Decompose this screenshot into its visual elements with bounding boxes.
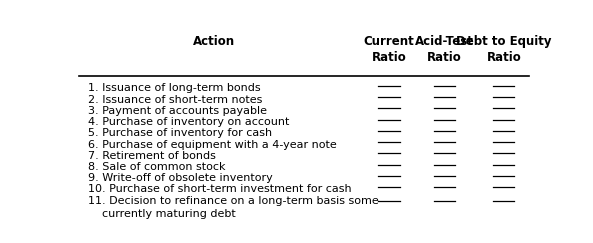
Text: 10. Purchase of short-term investment for cash: 10. Purchase of short-term investment fo… — [88, 184, 352, 194]
Text: Action: Action — [193, 35, 235, 48]
Text: Debt to Equity
Ratio: Debt to Equity Ratio — [456, 35, 551, 64]
Text: 11. Decision to refinance on a long-term basis some
    currently maturing debt: 11. Decision to refinance on a long-term… — [88, 196, 379, 219]
Text: 8. Sale of common stock: 8. Sale of common stock — [88, 162, 225, 172]
Text: 7. Retirement of bonds: 7. Retirement of bonds — [88, 151, 216, 161]
Text: 4. Purchase of inventory on account: 4. Purchase of inventory on account — [88, 117, 289, 127]
Text: Current
Ratio: Current Ratio — [364, 35, 415, 64]
Text: 6. Purchase of equipment with a 4-year note: 6. Purchase of equipment with a 4-year n… — [88, 139, 337, 149]
Text: 5. Purchase of inventory for cash: 5. Purchase of inventory for cash — [88, 128, 272, 138]
Text: 3. Payment of accounts payable: 3. Payment of accounts payable — [88, 106, 267, 116]
Text: 2. Issuance of short-term notes: 2. Issuance of short-term notes — [88, 95, 262, 105]
Text: 9. Write-off of obsolete inventory: 9. Write-off of obsolete inventory — [88, 173, 273, 183]
Text: Acid-Test
Ratio: Acid-Test Ratio — [415, 35, 474, 64]
Text: 1. Issuance of long-term bonds: 1. Issuance of long-term bonds — [88, 83, 260, 93]
